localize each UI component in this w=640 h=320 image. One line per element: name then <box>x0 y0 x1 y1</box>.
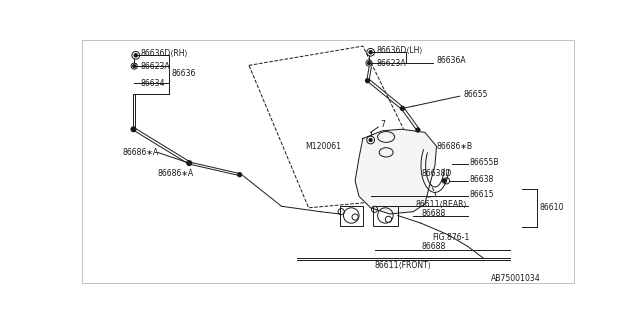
Circle shape <box>131 127 136 132</box>
Circle shape <box>133 65 136 68</box>
Text: 86638: 86638 <box>470 175 494 184</box>
Text: 86688: 86688 <box>421 242 445 251</box>
Text: 86655: 86655 <box>463 90 488 99</box>
Text: 86655B: 86655B <box>470 158 499 167</box>
Text: M120061: M120061 <box>305 142 341 151</box>
Polygon shape <box>355 129 436 214</box>
Text: AB75001034: AB75001034 <box>491 274 541 283</box>
Text: 86615: 86615 <box>470 190 494 199</box>
Bar <box>340 206 363 226</box>
Text: 86636D⟨RH⟩: 86636D⟨RH⟩ <box>140 49 188 58</box>
Bar <box>373 206 397 226</box>
Circle shape <box>365 79 369 83</box>
Text: 86634: 86634 <box>140 78 165 88</box>
Text: 86623A: 86623A <box>376 59 406 68</box>
Text: 86611⟨REAR⟩: 86611⟨REAR⟩ <box>415 199 467 208</box>
Text: 86686∗A: 86686∗A <box>157 169 194 178</box>
Text: 86688: 86688 <box>421 209 445 218</box>
Text: 86686∗A: 86686∗A <box>123 148 159 157</box>
Text: 86611⟨FRONT⟩: 86611⟨FRONT⟩ <box>374 261 431 270</box>
Circle shape <box>187 161 191 165</box>
Text: 7: 7 <box>381 120 385 129</box>
Circle shape <box>416 128 420 132</box>
Circle shape <box>401 107 404 110</box>
Circle shape <box>367 62 371 64</box>
Text: 86686∗B: 86686∗B <box>436 142 472 151</box>
Text: 86636A: 86636A <box>436 56 466 65</box>
Circle shape <box>442 179 446 183</box>
Text: 86636: 86636 <box>172 69 196 78</box>
Circle shape <box>134 54 138 57</box>
Text: 86610: 86610 <box>540 203 564 212</box>
Circle shape <box>369 51 372 54</box>
Text: 86623A: 86623A <box>140 62 170 71</box>
Text: 86638D: 86638D <box>421 169 451 178</box>
Text: 86636D⟨LH⟩: 86636D⟨LH⟩ <box>376 45 422 54</box>
Circle shape <box>369 139 372 141</box>
Text: FIG.876-1: FIG.876-1 <box>433 233 470 242</box>
Circle shape <box>237 173 241 177</box>
